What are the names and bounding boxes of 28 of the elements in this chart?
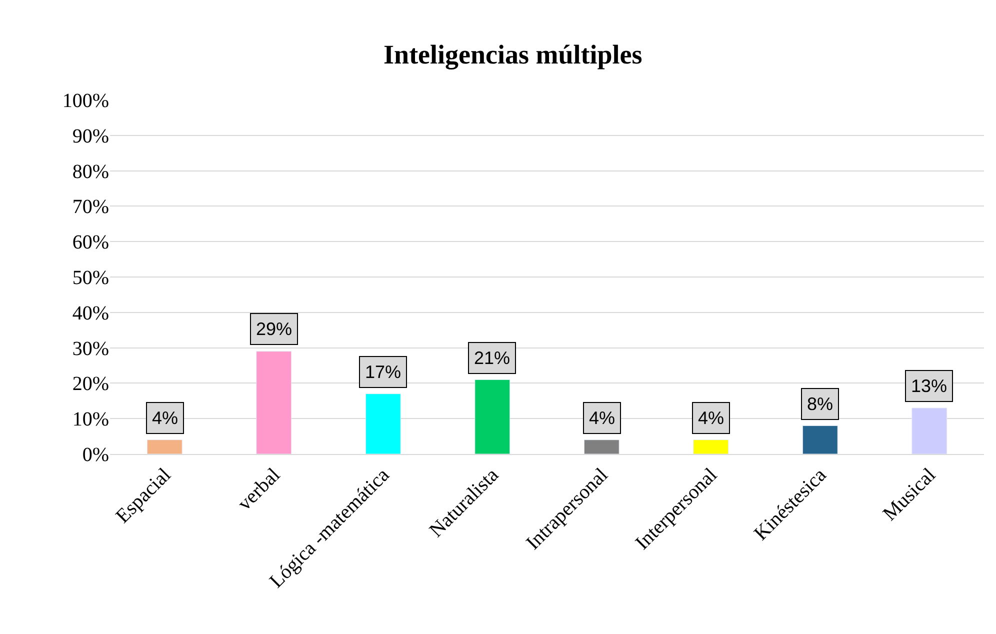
y-tick-label: 0% xyxy=(82,444,109,466)
y-tick-label: 50% xyxy=(72,267,109,289)
data-label: 29% xyxy=(256,319,292,339)
data-label: 21% xyxy=(474,348,510,368)
y-tick-label: 20% xyxy=(72,373,109,396)
bar xyxy=(256,351,292,454)
y-tick-label: 80% xyxy=(72,160,109,183)
bar xyxy=(365,394,401,454)
data-label: 4% xyxy=(589,408,616,428)
data-label: 4% xyxy=(698,408,724,428)
y-tick-label: 10% xyxy=(72,408,109,431)
y-tick-label: 40% xyxy=(72,302,109,324)
y-tick-label: 90% xyxy=(72,125,109,148)
bar xyxy=(912,408,948,454)
y-tick-label: 70% xyxy=(72,196,109,218)
y-tick-label: 100% xyxy=(62,90,109,112)
bar xyxy=(146,440,182,454)
data-label: 13% xyxy=(911,376,948,396)
y-tick-label: 60% xyxy=(72,232,109,254)
bar xyxy=(693,440,729,454)
data-label: 4% xyxy=(152,408,178,428)
bar xyxy=(474,379,510,454)
chart-title: Inteligencias múltiples xyxy=(384,39,642,70)
data-label: 8% xyxy=(807,394,834,414)
bar xyxy=(584,440,620,454)
y-tick-label: 30% xyxy=(72,338,109,360)
bar xyxy=(802,425,838,454)
data-label: 17% xyxy=(365,362,402,382)
